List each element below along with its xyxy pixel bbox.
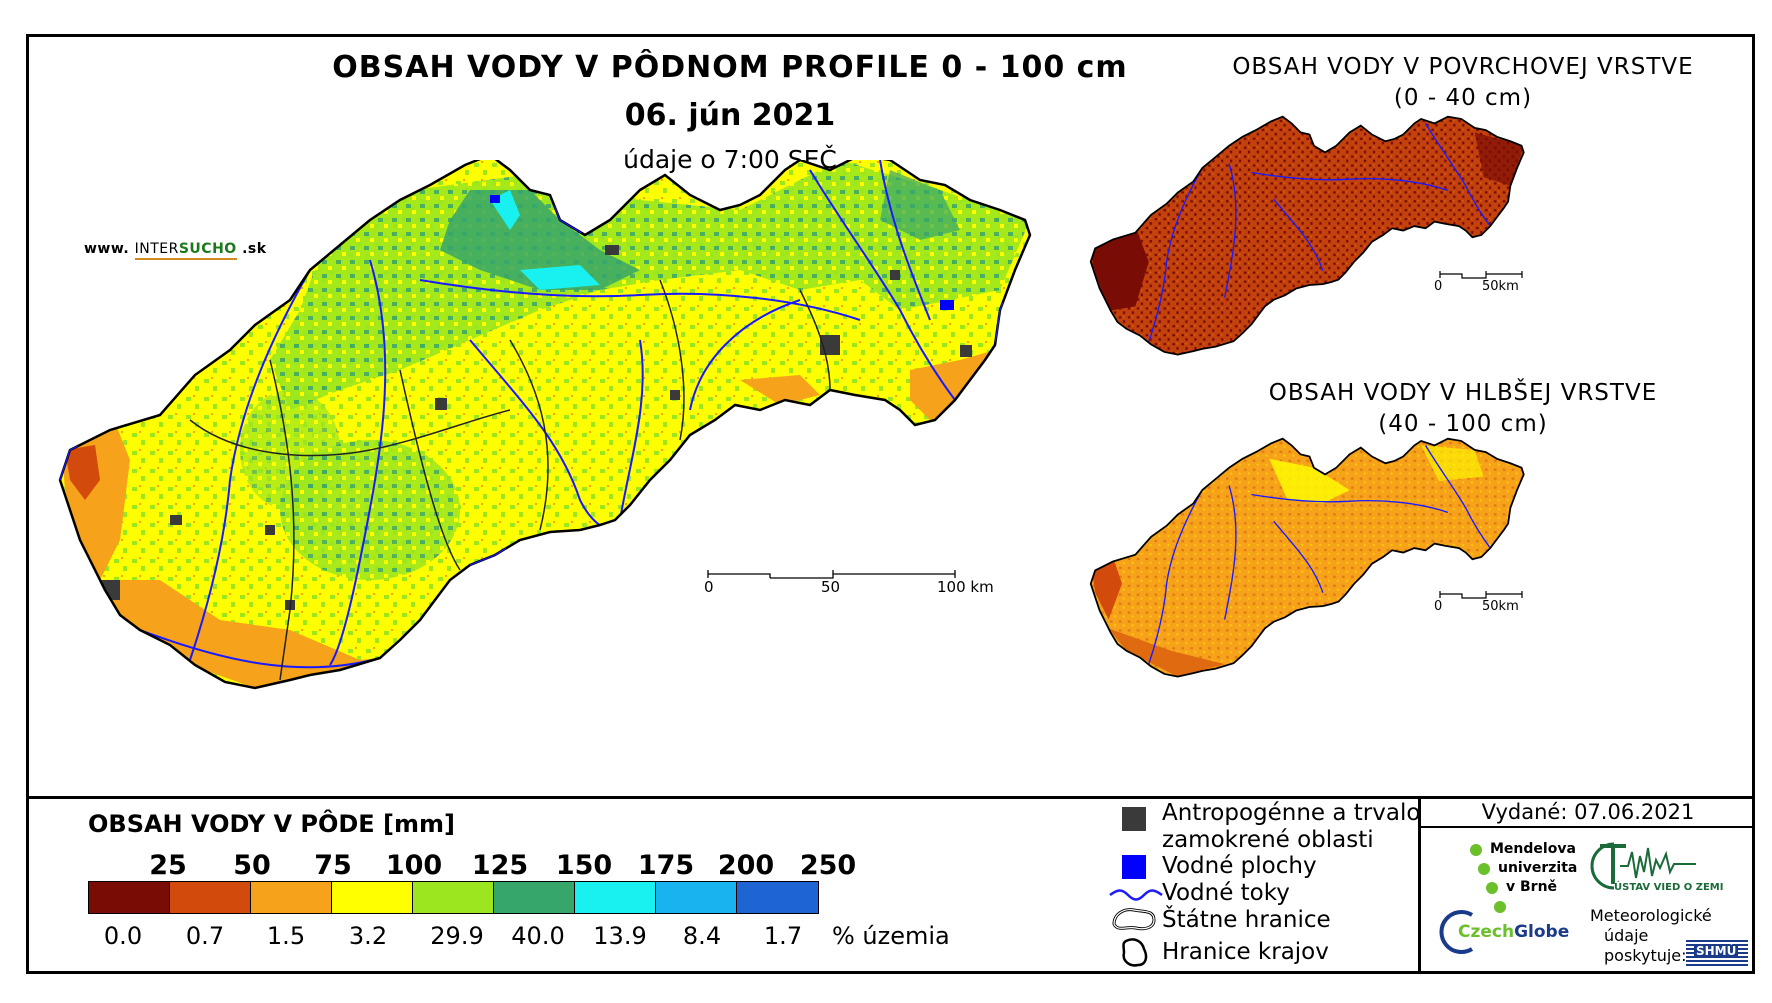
- main-map-title: OBSAH VODY V PÔDNOM PROFILE 0 - 100 cm: [332, 50, 1128, 85]
- legend-percent-6: 40.0: [511, 922, 565, 950]
- intersucho-logo: INTERSUCHO: [134, 241, 237, 260]
- meteo-text-line3: poskytuje:: [1604, 946, 1687, 965]
- legend-threshold-50: 50: [233, 850, 271, 881]
- water-body-label: Vodné plochy: [1162, 853, 1317, 879]
- water-body-swatch: [1122, 855, 1146, 879]
- surface-map-title: OBSAH VODY V POVRCHOVEJ VRSTVE (0 - 40 c…: [1232, 54, 1694, 111]
- legend-percent-9: 1.7: [763, 922, 803, 950]
- legend-threshold-250: 250: [799, 850, 857, 881]
- river-label: Vodné toky: [1162, 880, 1290, 906]
- deep-scale-label-0: 0: [1434, 599, 1443, 614]
- legend-separator: [26, 796, 1755, 799]
- legend-swatch-2: [170, 882, 251, 913]
- legend-percent-5: 29.9: [430, 922, 484, 950]
- region-border-label: Hranice krajov: [1162, 939, 1329, 965]
- legend-threshold-200: 200: [717, 850, 775, 881]
- legend-swatch-6: [494, 882, 575, 913]
- legend-swatch-1: [89, 882, 170, 913]
- website-prefix: www.: [84, 241, 130, 257]
- main-scale-label-50: 50: [821, 578, 841, 596]
- deep-soil-moisture-map: [1089, 437, 1525, 678]
- main-scale-label-0: 0: [704, 578, 714, 596]
- deep-scale-label-50: 50km: [1482, 599, 1519, 614]
- issued-separator: [1418, 826, 1755, 828]
- legend-threshold-125: 125: [471, 850, 529, 881]
- meteo-text-line2: údaje: [1604, 926, 1649, 945]
- logos-separator: [1418, 796, 1421, 974]
- surface-soil-moisture-map: [1089, 115, 1525, 356]
- legend-percent-2: 0.7: [185, 922, 225, 950]
- website-suffix: .sk: [242, 241, 267, 257]
- main-soil-moisture-map: [58, 160, 1032, 690]
- river-icon: [1109, 889, 1163, 901]
- surface-scale-bar: [1439, 271, 1523, 279]
- legend-threshold-150: 150: [555, 850, 613, 881]
- surface-scale-label-50: 50km: [1482, 279, 1519, 294]
- legend-color-bar: [88, 881, 819, 914]
- state-border-label: Štátne hranice: [1162, 907, 1331, 933]
- surface-scale-label-0: 0: [1434, 279, 1443, 294]
- legend-threshold-25: 25: [149, 850, 187, 881]
- deep-map-title: OBSAH VODY V HLBŠEJ VRSTVE (40 - 100 cm): [1268, 380, 1658, 437]
- legend-swatch-4: [332, 882, 413, 913]
- website-link[interactable]: www. INTERSUCHO .sk: [84, 241, 267, 260]
- meteo-text-line1: Meteorologické: [1590, 906, 1712, 925]
- legend-swatch-8: [656, 882, 737, 913]
- issued-date: Vydané: 07.06.2021: [1481, 800, 1695, 824]
- legend-percent-8: 8.4: [682, 922, 722, 950]
- anthropogenic-area-label: Antropogénne a trvalo zamokrené oblasti: [1162, 800, 1421, 853]
- legend-percent-unit: % územia: [832, 922, 950, 950]
- legend-threshold-100: 100: [385, 850, 443, 881]
- main-scale-bar: [707, 570, 956, 579]
- shmu-logo: SHMÚ: [1686, 940, 1748, 966]
- legend-percent-1: 0.0: [103, 922, 143, 950]
- main-scale-label-100: 100 km: [937, 578, 994, 596]
- region-border-icon: [1122, 938, 1148, 967]
- legend-swatch-5: [413, 882, 494, 913]
- legend-swatch-9: [737, 882, 818, 913]
- legend-percent-4: 3.2: [348, 922, 388, 950]
- anthropogenic-area-swatch: [1122, 807, 1146, 831]
- legend-swatch-3: [251, 882, 332, 913]
- legend-threshold-75: 75: [314, 850, 352, 881]
- legend-swatch-7: [575, 882, 656, 913]
- legend-percent-7: 13.9: [593, 922, 647, 950]
- main-map-date: 06. jún 2021: [624, 98, 836, 133]
- legend-threshold-175: 175: [637, 850, 695, 881]
- legend-title: OBSAH VODY V PÔDE [mm]: [88, 810, 456, 838]
- deep-scale-bar: [1439, 591, 1523, 599]
- legend-percent-3: 1.5: [266, 922, 306, 950]
- state-border-icon: [1112, 908, 1156, 931]
